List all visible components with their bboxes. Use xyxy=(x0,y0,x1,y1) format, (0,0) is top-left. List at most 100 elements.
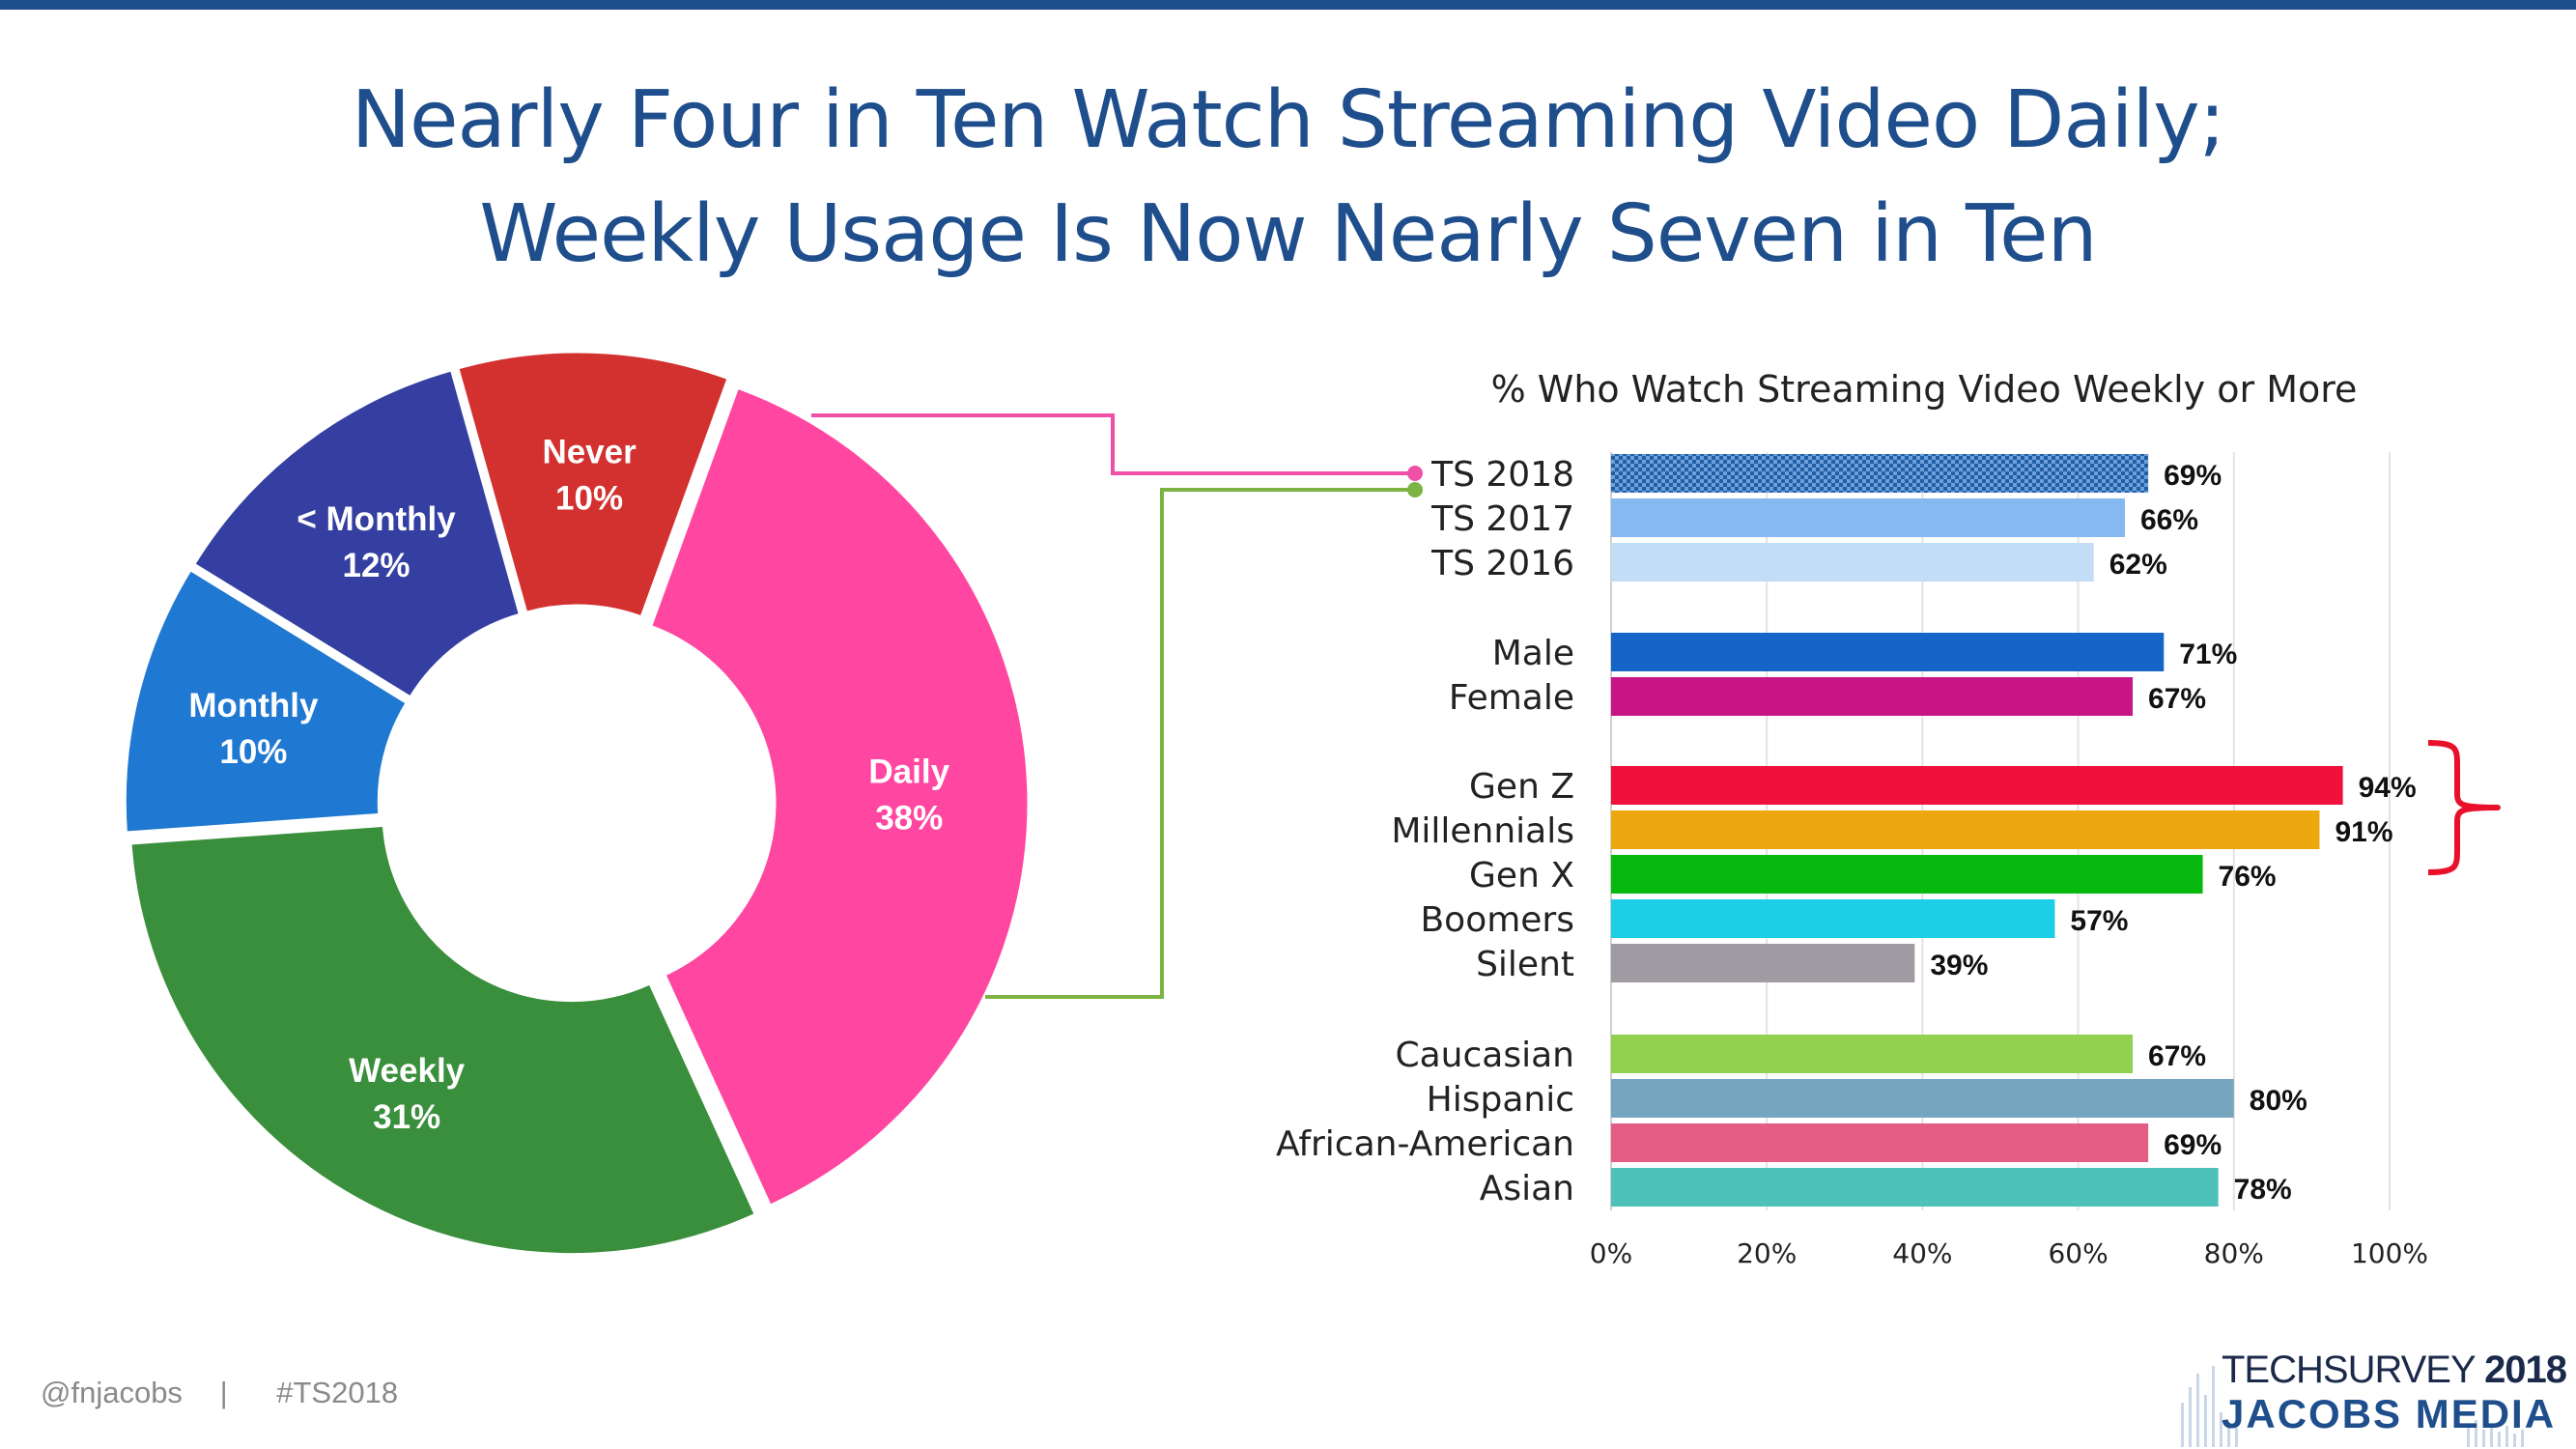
donut-slice-value: 10% xyxy=(219,733,287,771)
data-label: 69% xyxy=(2164,460,2222,492)
bar-chart: 0% 20% 40% 60% 80% 100%TS 2018 69%TS 2017 66%TS… xyxy=(1276,452,2501,1269)
data-label: 76% xyxy=(2219,861,2277,893)
footer-hashtag: #TS2018 xyxy=(276,1376,399,1409)
data-label: 91% xyxy=(2335,816,2392,848)
bar xyxy=(1611,766,2343,805)
category-label: TS 2016 xyxy=(1430,544,1574,583)
donut-slice-name: Monthly xyxy=(188,687,319,724)
bar xyxy=(1611,498,2125,537)
data-label: 71% xyxy=(2179,639,2237,670)
bar-row-silent: Silent 39% xyxy=(1476,944,1988,984)
bar-row-ts-2017: TS 2017 66% xyxy=(1430,498,2198,539)
data-label: 78% xyxy=(2234,1174,2292,1206)
bar-row-ts-2016: TS 2016 62% xyxy=(1430,543,2167,583)
x-tick-label: 0% xyxy=(1590,1237,1632,1269)
bar-row-male: Male 71% xyxy=(1492,633,2237,673)
donut-slice-shape xyxy=(123,567,410,835)
category-label: Silent xyxy=(1476,945,1574,984)
bar xyxy=(1611,1079,2234,1118)
weekly-connector-line xyxy=(985,488,1415,999)
bar-row-boomers: Boomers 57% xyxy=(1420,899,2128,940)
category-label: Hispanic xyxy=(1427,1080,1574,1120)
bar xyxy=(1611,677,2134,716)
bar xyxy=(1611,944,1915,982)
data-label: 62% xyxy=(2109,549,2167,581)
category-label: Male xyxy=(1492,634,1574,673)
x-tick-label: 40% xyxy=(1892,1237,1952,1269)
category-label: Caucasian xyxy=(1395,1036,1574,1075)
logo-equalizer-graphic xyxy=(2181,1366,2524,1447)
category-label: Asian xyxy=(1480,1169,1574,1208)
bar-row-african-american: African-American 69% xyxy=(1276,1123,2222,1164)
donut-chart: Daily 38% Weekly 31% Monthly 10% < Monthly 12% N… xyxy=(123,350,1031,1257)
logo-year: 2018 xyxy=(2484,1349,2567,1391)
data-label: 67% xyxy=(2148,683,2206,715)
footer: @fnjacobs | #TS2018 xyxy=(41,1376,398,1410)
bar xyxy=(1611,1035,2134,1073)
bar-row-gen-z: Gen Z 94% xyxy=(1469,766,2417,807)
donut-slice-shape xyxy=(128,823,758,1257)
bar xyxy=(1611,543,2094,582)
daily-connector-dot xyxy=(1407,466,1423,481)
category-label: Millennials xyxy=(1391,811,1574,851)
bar-row-ts-2018: TS 2018 69% xyxy=(1430,454,2222,495)
x-tick-label: 20% xyxy=(1737,1237,1797,1269)
bar xyxy=(1611,855,2203,894)
donut-slice-value: 10% xyxy=(555,480,623,518)
donut-slice-shape xyxy=(456,350,730,619)
donut-slice-value: 12% xyxy=(343,547,410,584)
page-title-line-2: Weekly Usage Is Now Nearly Seven in Ten xyxy=(479,188,2097,280)
donut-slice-shape xyxy=(648,385,1031,1208)
donut-slice-name: Daily xyxy=(868,753,949,790)
donut-slice-daily: Daily 38% xyxy=(648,385,1031,1208)
footer-handle: @fnjacobs xyxy=(41,1376,183,1409)
donut-slice-weekly: Weekly 31% xyxy=(128,823,758,1257)
data-label: 67% xyxy=(2148,1040,2206,1072)
data-label: 66% xyxy=(2140,504,2198,536)
data-label: 39% xyxy=(1930,950,1988,981)
top-accent-bar xyxy=(0,0,2576,10)
donut-slice-shape xyxy=(191,368,523,699)
footer-separator: | xyxy=(219,1376,228,1409)
donut-slice-name: < Monthly xyxy=(297,500,456,538)
page-title-line-1: Nearly Four in Ten Watch Streaming Video… xyxy=(351,74,2226,166)
x-tick-label: 100% xyxy=(2351,1237,2428,1269)
bar-row-hispanic: Hispanic 80% xyxy=(1427,1079,2307,1120)
donut-slice-never: Never 10% xyxy=(456,350,730,619)
bar xyxy=(1611,454,2149,493)
logo-jacobs-media: JACOBS MEDIA xyxy=(2222,1391,2557,1436)
bar-row-asian: Asian 78% xyxy=(1480,1168,2292,1208)
category-label: African-American xyxy=(1276,1124,1574,1164)
donut-to-bar-connectors xyxy=(811,413,1423,999)
donut-slice-monthly: < Monthly 12% xyxy=(191,368,523,699)
data-label: 80% xyxy=(2250,1085,2307,1117)
bar-row-caucasian: Caucasian 67% xyxy=(1395,1035,2206,1075)
bar-chart-title: % Who Watch Streaming Video Weekly or Mo… xyxy=(1490,368,2358,411)
category-label: Female xyxy=(1449,678,1574,718)
donut-slice-name: Weekly xyxy=(349,1052,466,1090)
bar xyxy=(1611,810,2320,849)
donut-slice-value: 31% xyxy=(373,1098,440,1136)
bar-row-female: Female 67% xyxy=(1449,677,2206,718)
highlight-bracket xyxy=(2427,740,2501,875)
logo-line1: TECHSURVEY xyxy=(2222,1349,2476,1391)
x-tick-label: 60% xyxy=(2048,1237,2108,1269)
weekly-connector-dot xyxy=(1407,482,1423,497)
daily-connector-line xyxy=(811,413,1415,475)
data-label: 57% xyxy=(2070,905,2128,937)
x-tick-label: 80% xyxy=(2204,1237,2264,1269)
category-label: Gen Z xyxy=(1469,767,1574,807)
donut-slice-monthly: Monthly 10% xyxy=(123,567,410,835)
donut-slice-value: 38% xyxy=(875,799,943,837)
bar xyxy=(1611,633,2165,671)
data-label: 69% xyxy=(2164,1129,2222,1161)
techsurvey-logo: TECHSURVEY 2018 JACOBS MEDIA xyxy=(2177,1345,2567,1447)
bar-row-millennials: Millennials 91% xyxy=(1391,810,2393,851)
bar-row-gen-x: Gen X 76% xyxy=(1469,855,2277,895)
bar xyxy=(1611,899,2055,938)
category-label: Gen X xyxy=(1469,856,1574,895)
data-label: 94% xyxy=(2359,772,2417,804)
category-label: TS 2017 xyxy=(1430,499,1574,539)
category-label: Boomers xyxy=(1420,900,1574,940)
